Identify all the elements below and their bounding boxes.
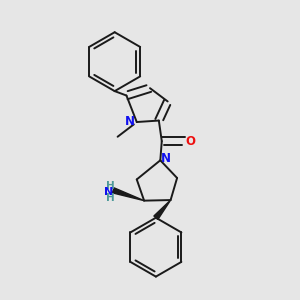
Polygon shape [154,200,171,219]
Text: N: N [125,115,135,128]
Text: H: H [106,181,115,191]
Polygon shape [112,188,144,201]
Text: N: N [103,187,113,196]
Text: H: H [106,193,115,203]
Text: N: N [160,152,171,165]
Text: O: O [186,135,196,148]
